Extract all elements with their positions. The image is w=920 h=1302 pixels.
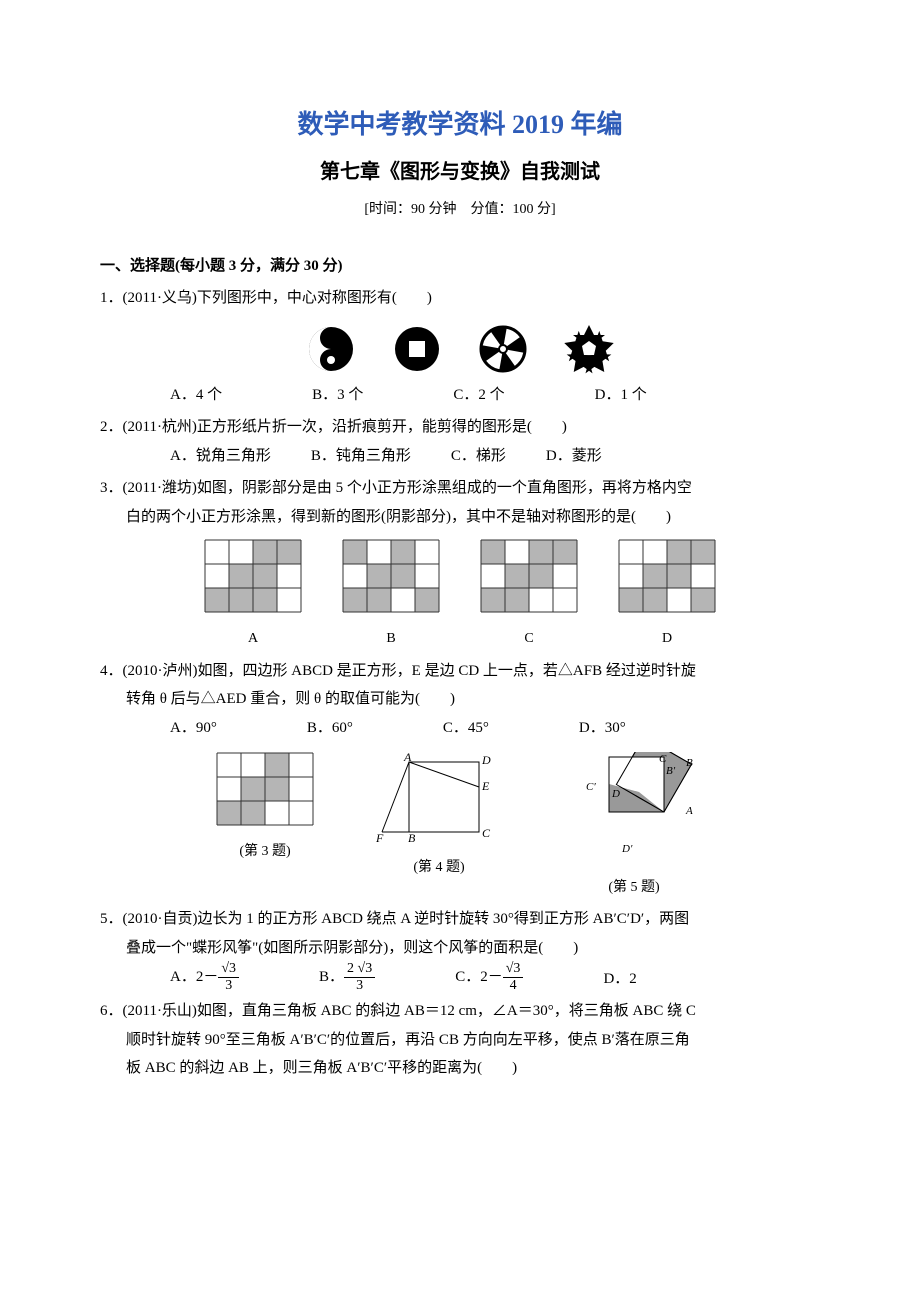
page-title-2: 第七章《图形与变换》自我测试 [100,153,820,191]
q2-opt-b: B．钝角三角形 [311,442,411,471]
fig-q4: A D E C B F (第 4 题) [374,752,504,901]
q6-stem-3: 板 ABC 的斜边 AB 上，则三角板 A′B′C′平移的距离为( ) [100,1054,820,1083]
fig-q3-svg [216,752,314,826]
svg-text:B: B [686,757,693,769]
q2-options: A．锐角三角形 B．钝角三角形 C．梯形 D．菱形 [100,442,820,471]
fig-q3-caption: (第 3 题) [216,839,314,866]
q4-opt-c: C．45° [443,714,489,743]
q3-label-a: A [204,626,302,653]
svg-text:C: C [659,753,667,765]
q4-stem-1: 4．(2010·泸州)如图，四边形 ABCD 是正方形，E 是边 CD 上一点，… [100,657,820,686]
svg-text:E: E [481,779,490,793]
q5-opt-b: B．2 √33 [319,962,375,993]
q4-stem-2: 转角 θ 后与△AED 重合，则 θ 的取值可能为( ) [100,685,820,714]
q1-opt-a: A．4 个 [170,381,222,410]
q4-opt-d: D．30° [579,714,626,743]
svg-text:D: D [611,788,620,800]
question-5: 5．(2010·自贡)边长为 1 的正方形 ABCD 绕点 A 逆时针旋转 30… [100,905,820,993]
q3-grid-d: D [618,539,716,652]
q4-opt-a: A．90° [170,714,217,743]
svg-text:A: A [403,752,412,764]
q1-options: A．4 个 B．3 个 C．2 个 D．1 个 [100,381,820,410]
q3-label-c: C [480,626,578,653]
q3-figures: A B C D [100,539,820,652]
q5-stem-1: 5．(2010·自贡)边长为 1 的正方形 ABCD 绕点 A 逆时针旋转 30… [100,905,820,934]
q1-stem: 1．(2011·义乌)下列图形中，中心对称图形有( ) [100,284,820,313]
q6-stem-1: 6．(2011·乐山)如图，直角三角板 ABC 的斜边 AB＝12 cm，∠A＝… [100,997,820,1026]
q3-grid-c: C [480,539,578,652]
q5-opt-c: C．2－√34 [455,962,523,993]
fig-q4-caption: (第 4 题) [374,855,504,882]
svg-text:B′: B′ [666,765,676,777]
q4-options: A．90° B．60° C．45° D．30° [100,714,820,743]
q1-icon-1 [303,321,359,377]
svg-text:D′: D′ [621,843,633,855]
fig-q3: (第 3 题) [216,752,314,901]
q6-stem-2: 顺时针旋转 90°至三角板 A′B′C′的位置后，再沿 CB 方向向左平移，使点… [100,1026,820,1055]
q1-icon-3 [475,321,531,377]
q5-opt-d: D．2 [603,965,636,994]
q2-opt-a: A．锐角三角形 [170,442,271,471]
q2-stem: 2．(2011·杭州)正方形纸片折一次，沿折痕剪开，能剪得的图形是( ) [100,413,820,442]
question-4: 4．(2010·泸州)如图，四边形 ABCD 是正方形，E 是边 CD 上一点，… [100,657,820,743]
svg-text:A: A [685,805,693,817]
svg-text:F: F [375,831,384,842]
fig-q4-svg: A D E C B F [374,752,504,842]
q5-opt-a: A．2－√33 [170,962,239,993]
svg-text:B: B [408,831,416,842]
q5-stem-2: 叠成一个"蝶形风筝"(如图所示阴影部分)，则这个风筝的面积是( ) [100,934,820,963]
q2-opt-d: D．菱形 [546,442,602,471]
fig-q5: C B B′ C′ D A D′ (第 5 题) [564,752,704,901]
q1-figures [100,321,820,377]
q5-options: A．2－√33 B．2 √33 C．2－√34 D．2 [100,962,820,993]
q1-opt-c: C．2 个 [453,381,504,410]
q2-opt-c: C．梯形 [451,442,506,471]
q3-label-b: B [342,626,440,653]
fig-q5-svg: C B B′ C′ D A D′ [564,752,704,862]
q3-stem-2: 白的两个小正方形涂黑，得到新的图形(阴影部分)，其中不是轴对称图形的是( ) [100,503,820,532]
fig-q5-caption: (第 5 题) [564,875,704,902]
exam-meta: [时间：90 分钟 分值：100 分] [100,197,820,224]
q1-icon-4 [561,321,617,377]
q3-stem-1: 3．(2011·潍坊)如图，阴影部分是由 5 个小正方形涂黑组成的一个直角图形，… [100,474,820,503]
svg-text:D: D [481,753,491,767]
page-title-1: 数学中考教学资料 2019 年编 [100,100,820,149]
question-3: 3．(2011·潍坊)如图，阴影部分是由 5 个小正方形涂黑组成的一个直角图形，… [100,474,820,652]
q4-opt-b: B．60° [307,714,353,743]
section-a-heading: 一、选择题(每小题 3 分，满分 30 分) [100,252,820,281]
q3-grid-b: B [342,539,440,652]
q1-opt-d: D．1 个 [595,381,647,410]
shared-figure-row: (第 3 题) A D E C B F (第 4 题) [100,752,820,901]
question-1: 1．(2011·义乌)下列图形中，中心对称图形有( ) [100,284,820,409]
question-2: 2．(2011·杭州)正方形纸片折一次，沿折痕剪开，能剪得的图形是( ) A．锐… [100,413,820,470]
q3-label-d: D [618,626,716,653]
svg-text:C′: C′ [586,781,596,793]
question-6: 6．(2011·乐山)如图，直角三角板 ABC 的斜边 AB＝12 cm，∠A＝… [100,997,820,1083]
svg-text:C: C [482,826,491,840]
q1-opt-b: B．3 个 [312,381,363,410]
q1-icon-2 [389,321,445,377]
q3-grid-a: A [204,539,302,652]
